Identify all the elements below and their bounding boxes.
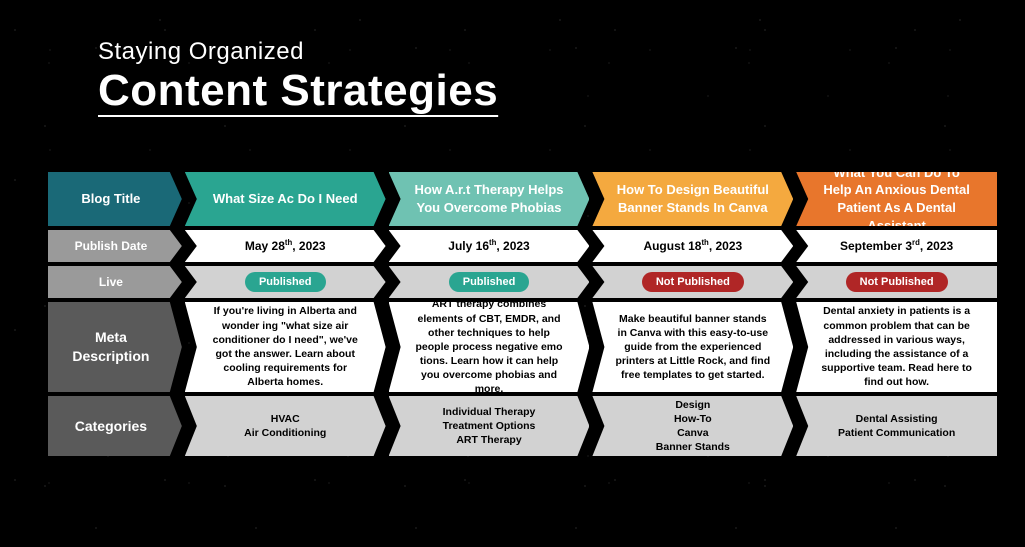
label-blog-title: Blog Title	[48, 172, 182, 226]
title-2: How A.r.t Therapy Helps You Overcome Pho…	[389, 172, 590, 226]
live-3: Not Published	[592, 266, 793, 298]
subtitle: Staying Organized	[98, 38, 1025, 66]
live-4: Not Published	[796, 266, 997, 298]
date-3: August 18th, 2023	[592, 230, 793, 262]
date-1: May 28th, 2023	[185, 230, 386, 262]
status-badge: Published	[449, 272, 530, 293]
title: Content Strategies	[98, 66, 1025, 116]
row-categories: Categories HVAC Air Conditioning Individ…	[48, 396, 1000, 456]
label-live: Live	[48, 266, 182, 298]
meta-1: If you're living in Alberta and wonder i…	[185, 302, 386, 392]
row-publish-date: Publish Date May 28th, 2023 July 16th, 2…	[48, 230, 1000, 262]
cat-1: HVAC Air Conditioning	[185, 396, 386, 456]
row-live: Live Published Published Not Published N…	[48, 266, 1000, 298]
date-2: July 16th, 2023	[389, 230, 590, 262]
meta-2: ART therapy combines elements of CBT, EM…	[389, 302, 590, 392]
title-4: What You Can Do To Help An Anxious Denta…	[796, 172, 997, 226]
cat-3: Design How-To Canva Banner Stands	[592, 396, 793, 456]
row-meta: Meta Description If you're living in Alb…	[48, 302, 1000, 392]
status-badge: Not Published	[846, 272, 948, 293]
label-categories: Categories	[48, 396, 182, 456]
header: Staying Organized Content Strategies	[0, 0, 1025, 116]
cat-2: Individual Therapy Treatment Options ART…	[389, 396, 590, 456]
status-badge: Published	[245, 272, 326, 293]
title-1: What Size Ac Do I Need	[185, 172, 386, 226]
meta-3: Make beautiful banner stands in Canva wi…	[592, 302, 793, 392]
label-publish-date: Publish Date	[48, 230, 182, 262]
meta-4: Dental anxiety in patients is a common p…	[796, 302, 997, 392]
cat-4: Dental Assisting Patient Communication	[796, 396, 997, 456]
title-3: How To Design Beautiful Banner Stands In…	[592, 172, 793, 226]
live-2: Published	[389, 266, 590, 298]
content-grid: Blog Title What Size Ac Do I Need How A.…	[48, 172, 1000, 460]
live-1: Published	[185, 266, 386, 298]
row-blog-title: Blog Title What Size Ac Do I Need How A.…	[48, 172, 1000, 226]
label-meta: Meta Description	[48, 302, 182, 392]
date-4: September 3rd, 2023	[796, 230, 997, 262]
status-badge: Not Published	[642, 272, 744, 293]
